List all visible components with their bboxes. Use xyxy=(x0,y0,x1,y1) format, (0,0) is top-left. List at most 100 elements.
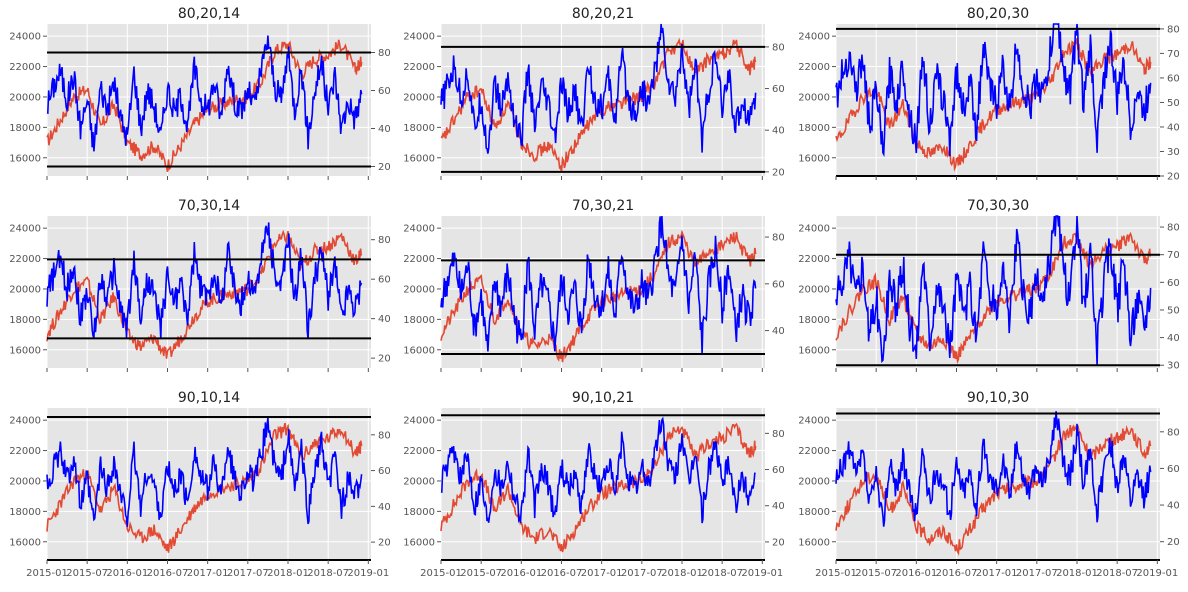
right-tick-label: 40 xyxy=(1167,122,1180,133)
right-tick-label: 60 xyxy=(772,84,785,95)
right-tick-label: 60 xyxy=(772,465,785,476)
x-tick-label: 2018-01 xyxy=(1056,568,1098,579)
left-tick-label: 24000 xyxy=(798,416,830,427)
oscillator-line xyxy=(835,411,1152,527)
left-tick-label: 24000 xyxy=(403,224,435,235)
left-tick-label: 16000 xyxy=(403,537,435,548)
right-tick-label: 80 xyxy=(1167,223,1180,234)
panel-title: 70,30,14 xyxy=(178,198,240,214)
left-tick-label: 22000 xyxy=(403,446,435,457)
panel-title: 80,20,14 xyxy=(178,6,240,22)
right-tick-label: 80 xyxy=(378,48,391,59)
left-tick-label: 22000 xyxy=(9,446,41,457)
panel-title: 90,10,14 xyxy=(178,390,240,406)
right-tick-label: 40 xyxy=(378,502,391,513)
left-tick-label: 20000 xyxy=(798,284,830,295)
panel-title: 70,30,21 xyxy=(572,198,634,214)
left-tick-label: 18000 xyxy=(798,123,830,134)
plot-area xyxy=(441,408,765,560)
left-tick-label: 24000 xyxy=(9,32,41,43)
panel-3: 80,20,30 16000 18000 20000 22000 24000 20 30 40 5… xyxy=(798,6,1180,183)
panel-5: 70,30,21 16000 18000 20000 22000 24000 40 60 80 xyxy=(403,198,785,372)
panel-6: 70,30,30 16000 18000 20000 22000 24000 30 40 50 6… xyxy=(798,198,1180,372)
left-tick-label: 20000 xyxy=(798,92,830,103)
left-tick-label: 24000 xyxy=(9,416,41,427)
left-tick-label: 20000 xyxy=(9,284,41,295)
left-tick-label: 18000 xyxy=(403,123,435,134)
oscillator-line xyxy=(440,215,757,355)
x-tick-label: 2019-01 xyxy=(741,568,783,579)
left-tick-label: 18000 xyxy=(9,123,41,134)
right-tick-label: 20 xyxy=(378,354,391,365)
x-tick-label: 2016-07 xyxy=(147,568,189,579)
right-tick-label: 60 xyxy=(378,86,391,97)
right-tick-label: 60 xyxy=(1167,73,1180,84)
right-tick-label: 30 xyxy=(1167,361,1180,372)
right-tick-label: 20 xyxy=(378,538,391,549)
left-tick-label: 18000 xyxy=(403,507,435,518)
x-tick-label: 2017-01 xyxy=(187,568,229,579)
panel-9: 90,10,30 16000 18000 20000 22000 24000 20 40 60 8… xyxy=(798,390,1180,579)
left-tick-label: 24000 xyxy=(798,224,830,235)
panel-title: 70,30,30 xyxy=(967,198,1029,214)
x-tick-label: 2015-07 xyxy=(66,568,108,579)
right-tick-label: 80 xyxy=(1167,24,1180,35)
x-tick-label: 2016-01 xyxy=(895,568,937,579)
right-tick-label: 40 xyxy=(772,501,785,512)
left-tick-label: 24000 xyxy=(9,224,41,235)
right-tick-label: 60 xyxy=(1167,278,1180,289)
panel-2: 80,20,21 16000 18000 20000 22000 24000 20 40 60 8… xyxy=(403,6,785,180)
left-tick-label: 18000 xyxy=(403,315,435,326)
left-tick-label: 24000 xyxy=(403,32,435,43)
left-tick-label: 18000 xyxy=(9,507,41,518)
right-tick-label: 60 xyxy=(378,466,391,477)
right-tick-label: 40 xyxy=(772,126,785,137)
x-tick-label: 2015-01 xyxy=(815,568,857,579)
left-tick-label: 18000 xyxy=(798,507,830,518)
x-tick-label: 2017-07 xyxy=(1016,568,1058,579)
x-tick-label: 2017-07 xyxy=(621,568,663,579)
x-tick-label: 2016-07 xyxy=(936,568,978,579)
right-tick-label: 40 xyxy=(1167,333,1180,344)
left-tick-label: 16000 xyxy=(9,537,41,548)
left-tick-label: 16000 xyxy=(9,345,41,356)
x-tick-label: 2016-01 xyxy=(106,568,148,579)
plot-area xyxy=(836,408,1160,560)
panel-7: 90,10,14 16000 18000 20000 22000 24000 20 40 60 8… xyxy=(9,390,391,579)
x-tick-label: 2018-07 xyxy=(307,568,349,579)
oscillator-line xyxy=(440,23,757,154)
plot-area xyxy=(836,216,1160,368)
x-tick-label: 2017-01 xyxy=(581,568,623,579)
panel-title: 80,20,30 xyxy=(967,6,1029,22)
left-tick-label: 20000 xyxy=(403,284,435,295)
right-tick-label: 20 xyxy=(772,167,785,178)
x-tick-label: 2019-01 xyxy=(1136,568,1178,579)
right-tick-label: 80 xyxy=(772,233,785,244)
left-tick-label: 18000 xyxy=(9,315,41,326)
right-tick-label: 60 xyxy=(772,279,785,290)
x-tick-label: 2015-01 xyxy=(26,568,68,579)
right-tick-label: 40 xyxy=(378,124,391,135)
x-tick-label: 2019-01 xyxy=(347,568,389,579)
right-tick-label: 30 xyxy=(1167,147,1180,158)
left-tick-label: 22000 xyxy=(9,254,41,265)
left-tick-label: 16000 xyxy=(9,153,41,164)
x-tick-label: 2017-07 xyxy=(227,568,269,579)
panel-4: 70,30,14 16000 18000 20000 22000 24000 20 40 60 8… xyxy=(9,198,391,372)
right-tick-label: 20 xyxy=(772,537,785,548)
right-tick-label: 50 xyxy=(1167,305,1180,316)
right-tick-label: 60 xyxy=(378,275,391,286)
x-tick-label: 2017-01 xyxy=(976,568,1018,579)
left-tick-label: 24000 xyxy=(798,32,830,43)
left-tick-label: 22000 xyxy=(403,254,435,265)
x-tick-label: 2015-07 xyxy=(855,568,897,579)
x-tick-label: 2018-07 xyxy=(1096,568,1138,579)
price-line xyxy=(46,229,363,359)
oscillator-line xyxy=(46,222,363,340)
left-tick-label: 20000 xyxy=(403,476,435,487)
x-tick-label: 2018-01 xyxy=(267,568,309,579)
right-tick-label: 80 xyxy=(772,429,785,440)
oscillator-line xyxy=(440,416,756,524)
right-tick-label: 40 xyxy=(378,314,391,325)
